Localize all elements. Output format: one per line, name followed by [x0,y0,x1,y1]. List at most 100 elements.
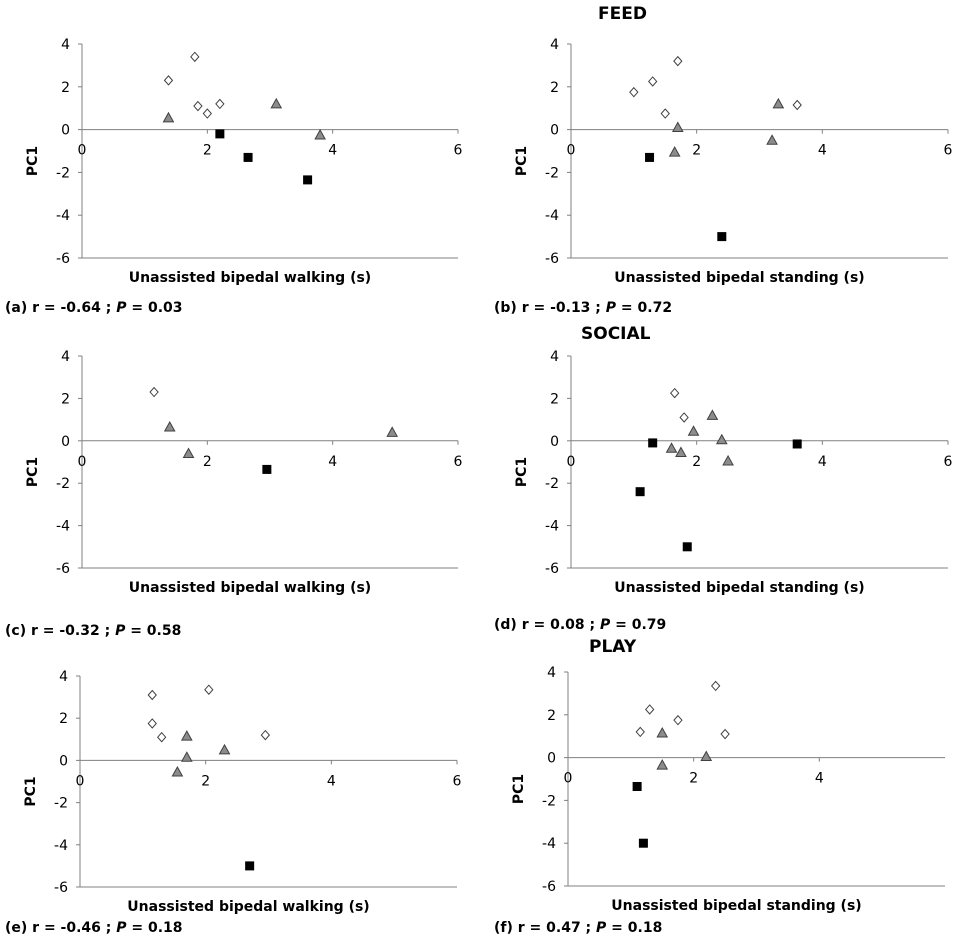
y-tick-label: 2 [550,391,559,407]
triangle-point [162,111,175,123]
y-tick-label: -2 [56,476,70,492]
y-tick-label: -6 [542,879,556,895]
caption-panel-f: (f) r = 0.47 ; P = 0.18 [494,920,662,936]
diamond-point [710,680,721,692]
caption-p-value: = 0.58 [125,623,182,639]
triangle-point [270,97,283,109]
y-tick-label: 4 [550,37,559,53]
square-point [717,232,727,242]
x-tick-label: 2 [201,773,210,789]
y-tick-label: -2 [545,165,559,181]
square-point [648,438,658,448]
x-tick-label: 0 [78,143,87,159]
caption-stat: (e) r = -0.46 ; [5,920,117,936]
x-tick-label: 6 [944,143,953,159]
triangle-point [715,433,728,445]
square-point [632,781,642,791]
x-tick-label: 0 [567,143,576,159]
y-tick-label: 2 [61,391,70,407]
x-tick-label: 2 [692,143,701,159]
y-tick-label: 0 [547,751,556,767]
triangle-point [700,750,713,762]
diamond-point [635,726,645,738]
y-tick-label: -2 [542,793,556,809]
caption-stat: (d) r = 0.08 ; [494,617,600,633]
scatter-panel-d: -6 -4 -2 0 2 4 0 2 4 6 PC1 Unassisted bipedal stand… [514,349,953,596]
y-axis-label: PC1 [514,457,530,487]
x-axis-label: Unassisted bipedal walking (s) [129,270,371,286]
caption-p-symbol: P [596,920,607,936]
triangle-point [218,743,231,755]
x-tick-label: 6 [453,773,462,789]
square-point [682,542,692,552]
triangle-point [180,751,193,762]
triangle-point [671,121,684,132]
triangle-point [656,726,669,738]
diamond-point [202,108,213,119]
y-tick-label: -4 [542,836,556,852]
y-tick-label: 4 [59,669,68,685]
caption-stat: (b) r = -0.13 ; [494,300,606,316]
x-axis-label: Unassisted bipedal walking (s) [127,899,369,915]
caption-p-symbol: P [116,300,127,316]
x-tick-label: 4 [815,771,824,787]
scatter-panel-c: -6 -4 -2 0 2 4 0 2 4 6 PC1 Unassisted bipedal walki… [25,349,463,596]
diamond-point [629,86,639,98]
caption-panel-e: (e) r = -0.46 ; P = 0.18 [5,920,183,936]
triangle-point [163,420,176,432]
caption-panel-d: (d) r = 0.08 ; P = 0.79 [494,617,666,633]
caption-p-symbol: P [605,300,617,316]
diamond-point [673,714,683,726]
section-title-feed: FEED [598,4,647,24]
diamond-point [660,108,670,119]
x-tick-label: 4 [818,143,827,159]
caption-p-value: = 0.03 [126,300,183,316]
x-axis-label: Unassisted bipedal standing (s) [614,580,864,596]
y-tick-label: 0 [61,434,70,450]
x-tick-label: 4 [327,773,336,789]
y-tick-label: -4 [56,208,70,224]
y-tick-label: 2 [547,708,556,724]
caption-p-value: = 0.79 [610,617,667,633]
x-tick-label: 0 [76,773,85,789]
diamond-point [147,689,157,701]
diamond-point [673,55,683,67]
y-tick-label: 2 [550,80,559,96]
caption-p-value: = 0.18 [606,920,663,936]
square-point [792,439,802,449]
scatter-panel-a: -6 -4 -2 0 2 4 0 2 4 6 PC1 Unassisted bipedal walki… [25,37,463,286]
triangle-point [706,409,719,420]
diamond-point [193,100,203,112]
triangle-point [772,97,785,109]
x-tick-label: 4 [328,454,337,470]
y-tick-label: -6 [56,251,70,267]
y-axis-label: PC1 [25,457,41,487]
x-tick-label: 2 [203,454,212,470]
y-tick-label: -6 [54,880,68,896]
scatter-panel-b: -6 -4 -2 0 2 4 0 2 4 6 PC1 Unassisted bipedal stand… [514,37,953,286]
y-tick-label: -2 [545,476,559,492]
square-point [245,861,255,871]
x-axis-label: Unassisted bipedal standing (s) [611,898,861,914]
square-point [303,175,313,185]
y-tick-label: -2 [56,165,70,181]
triangle-point [687,425,700,436]
diamond-point [670,387,680,399]
diamond-point [720,728,730,740]
caption-p-symbol: P [599,617,611,633]
square-point [638,838,648,848]
x-tick-label: 4 [328,143,337,159]
caption-panel-a: (a) r = -0.64 ; P = 0.03 [5,300,183,316]
diamond-point [204,684,214,695]
y-tick-label: 4 [547,665,556,681]
y-tick-label: 4 [61,37,70,53]
triangle-point [171,765,184,777]
x-axis-label: Unassisted bipedal walking (s) [129,580,371,596]
y-tick-label: -4 [545,519,559,535]
x-tick-label: 2 [692,454,701,470]
square-point [243,152,253,162]
y-tick-label: -4 [56,519,70,535]
triangle-point [675,446,687,457]
y-tick-label: 0 [61,123,70,139]
x-tick-label: 6 [454,143,463,159]
